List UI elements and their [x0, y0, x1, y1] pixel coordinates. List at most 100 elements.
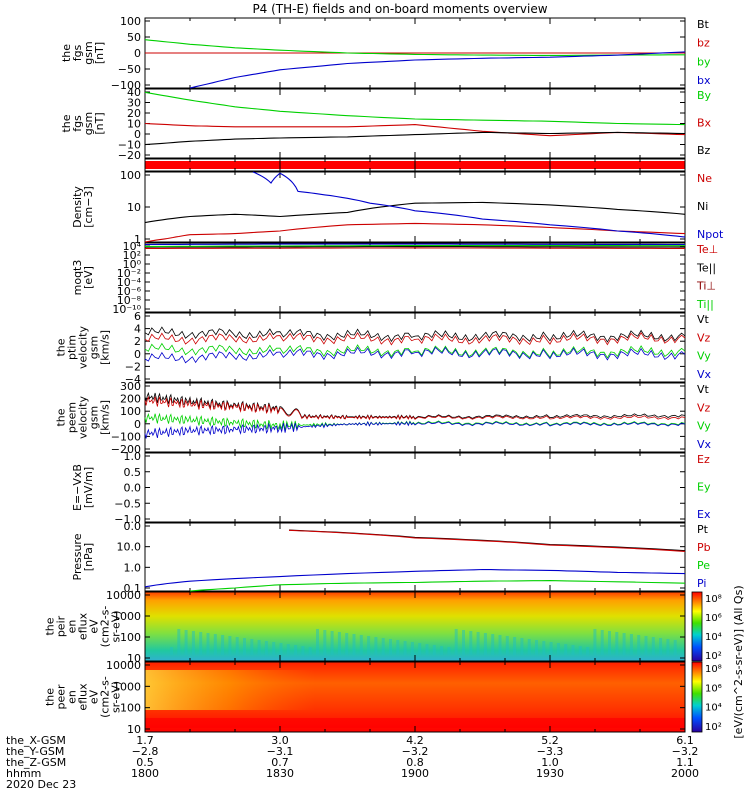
panel-axis-label-line: eV — [88, 619, 101, 634]
peir-texture — [527, 639, 531, 655]
x-tick-label-x: 4.2 — [406, 734, 424, 747]
y-tick-label: −50 — [118, 63, 141, 76]
legend-entry: Bx — [697, 117, 712, 130]
peir-texture — [359, 635, 363, 655]
x-tick-label-y: −3.3 — [537, 745, 564, 758]
peir-texture — [600, 630, 604, 655]
peir-texture — [243, 638, 246, 655]
panel-density: 100 10 1 Density[cm−3] Ne Ni Npot — [71, 169, 724, 246]
legend-entry: Ti|| — [696, 298, 714, 311]
peir-texture — [673, 640, 677, 655]
peir-texture — [498, 635, 502, 655]
legend-entry: Pb — [697, 541, 711, 554]
y-tick-label: 10⁴ — [123, 240, 142, 253]
series-temperature-Te|| — [144, 246, 686, 248]
legend-entry: Vx — [697, 438, 712, 451]
peir-spectrogram — [145, 592, 685, 661]
panel-axis-label: Density[cm−3] — [71, 186, 95, 228]
x-tick-label-x: 5.2 — [541, 734, 559, 747]
x-tick-label-x: 1.7 — [136, 734, 154, 747]
peir-texture — [170, 647, 173, 655]
colorbar-tick-label: 10⁴ — [705, 632, 722, 643]
y-tick-label: 10⁰ — [123, 258, 142, 271]
colorbar-tick-label: 10⁸ — [705, 664, 722, 675]
peir-texture — [462, 630, 465, 655]
peir-texture — [651, 637, 655, 655]
legend-entry: Vt — [697, 313, 710, 326]
legend-entry: Pi — [697, 577, 706, 590]
series-peem-velocity-Vz — [144, 395, 686, 421]
peir-texture — [483, 633, 487, 655]
peir-texture — [257, 640, 261, 655]
x-axis-row-label: the_Z-GSM — [6, 756, 66, 769]
y-tick-label: −100 — [111, 79, 141, 92]
x-tick-label-z: 0.8 — [406, 756, 424, 769]
y-tick-label: 1.0 — [124, 450, 142, 463]
series-temperature-Ti|| — [145, 245, 685, 247]
panel-axis-label-line: sr-eV) — [110, 610, 123, 642]
peir-texture — [323, 630, 327, 655]
panel-axis-label-line: the — [55, 338, 68, 356]
y-tick-label: 10 — [127, 723, 141, 736]
y-tick-label: 10⁻⁸ — [117, 294, 142, 307]
legend-entry: bx — [697, 74, 711, 87]
peir-texture — [564, 644, 568, 655]
panel-axis-label-line: peem — [66, 402, 79, 433]
peir-texture — [440, 646, 444, 655]
panel-axis-label-line: [km/s] — [99, 400, 112, 435]
y-tick-label: 50 — [127, 31, 141, 44]
colorbar-tick-label: 10⁶ — [705, 683, 722, 694]
y-tick-label: −200 — [111, 443, 141, 456]
panel-frame — [144, 312, 686, 383]
panel-axis-label-line: (cm2-s- — [99, 606, 112, 648]
peir-texture — [337, 632, 341, 655]
legend-entry: Pt — [697, 523, 709, 536]
peir-texture — [629, 634, 633, 655]
peir-texture — [279, 643, 283, 655]
panel-axis-label: moqt3[eV] — [71, 260, 95, 296]
legend-entry: Vz — [697, 401, 711, 414]
peer-spectrogram-band — [145, 718, 685, 728]
series-density-Npot — [252, 171, 686, 238]
peir-texture — [637, 635, 641, 655]
y-tick-label: 10000 — [106, 659, 141, 672]
legend-entry: Ey — [697, 481, 711, 494]
peir-texture — [381, 638, 385, 655]
y-tick-label: 4 — [134, 323, 141, 336]
panel-red-bar — [144, 158, 686, 172]
series-temperature-Te⊥ — [145, 247, 685, 249]
peir-texture — [491, 634, 495, 655]
peir-texture — [235, 637, 239, 655]
legend-entry: Bz — [697, 144, 711, 157]
panel-axis-label-line: en — [66, 690, 79, 704]
peir-texture — [389, 639, 392, 655]
legend-entry: Ex — [697, 508, 711, 521]
y-tick-label: 10⁻⁶ — [117, 285, 142, 298]
peir-texture — [418, 643, 422, 655]
peir-texture — [469, 631, 473, 655]
y-tick-label: 0 — [134, 348, 141, 361]
colorbar-label: [eV/(cm^2-s-sr-eV)] (All Qs) — [732, 585, 745, 738]
panel-axis-label-line: fgs — [71, 44, 84, 61]
peer-spectrogram-overlay — [145, 670, 315, 710]
y-tick-label: −1.0 — [114, 513, 141, 526]
y-tick-label: −100 — [111, 430, 141, 443]
peir-texture — [666, 639, 670, 655]
legend-entry: Te|| — [696, 261, 716, 274]
y-tick-label: 1.0 — [124, 561, 142, 574]
x-tick-label-y: −3.1 — [267, 745, 294, 758]
peir-texture — [294, 645, 298, 655]
peir-texture — [476, 632, 480, 655]
colorbar-tick-label: 10⁸ — [705, 594, 722, 605]
y-tick-label: 10000 — [106, 589, 141, 602]
y-tick-label: 6 — [134, 310, 141, 323]
peir-texture — [221, 635, 225, 655]
legend-entry: bz — [697, 37, 710, 50]
peir-texture — [345, 633, 349, 655]
panel-axis-label-line: eflux — [77, 612, 90, 640]
colorbar-tick-label: 10² — [705, 722, 722, 733]
